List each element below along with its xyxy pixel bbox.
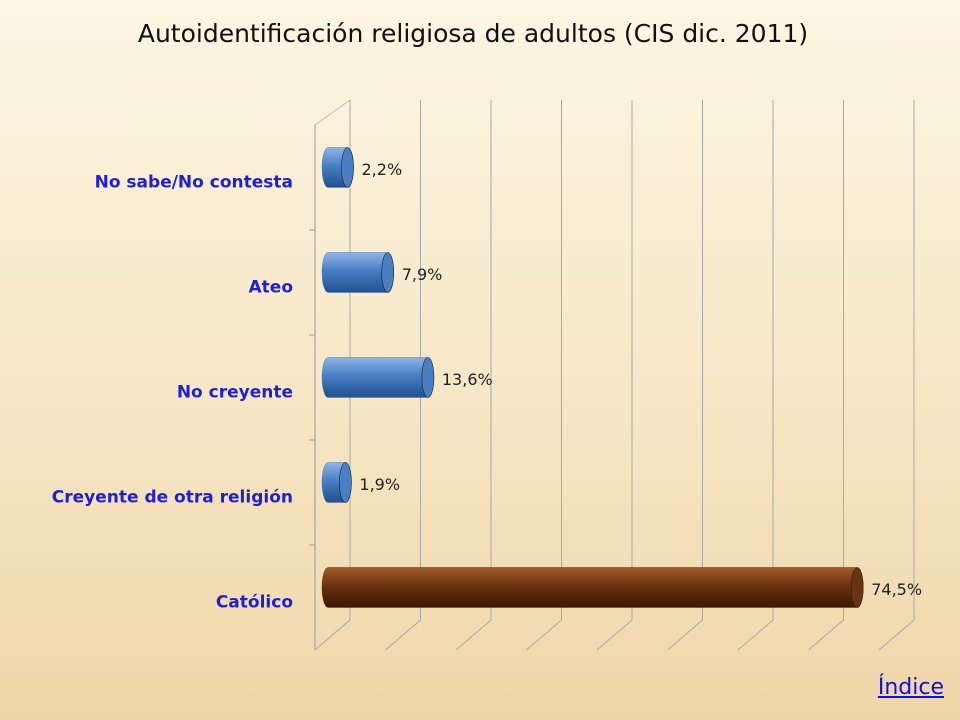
category-label: No sabe/No contesta: [95, 173, 293, 193]
value-label: 2,2%: [362, 160, 403, 179]
grid-line: [667, 100, 703, 651]
grid-line: [455, 100, 492, 651]
category-label: Creyente de otra religión: [52, 488, 293, 508]
bar-cap: [381, 252, 394, 293]
chart-title: Autoidentificación religiosa de adultos …: [138, 19, 808, 48]
index-link[interactable]: Índice: [877, 675, 944, 700]
value-label: 1,9%: [359, 475, 400, 494]
bar-body: [321, 357, 435, 398]
grid-line: [878, 100, 915, 651]
value-label: 13,6%: [442, 370, 493, 389]
grid-line: [737, 100, 774, 651]
bar-body: [321, 567, 864, 608]
bar: [321, 252, 394, 293]
bar: [321, 462, 352, 503]
bar-cap: [421, 357, 435, 398]
bar-cap: [850, 567, 864, 608]
bar: [321, 147, 354, 188]
category-label: Ateo: [249, 278, 294, 298]
bar-cap: [341, 147, 354, 188]
category-label: Católico: [216, 593, 293, 613]
bar: [321, 357, 435, 398]
category-label: No creyente: [177, 383, 293, 403]
grid-line: [808, 100, 844, 651]
grid-line: [596, 100, 633, 651]
axis-edge: [314, 99, 351, 126]
value-label: 7,9%: [402, 265, 443, 284]
grid-line: [526, 100, 562, 651]
grid-line: [385, 100, 421, 651]
value-label: 74,5%: [871, 580, 922, 599]
bar: [321, 567, 864, 608]
bar-cap: [339, 462, 352, 503]
